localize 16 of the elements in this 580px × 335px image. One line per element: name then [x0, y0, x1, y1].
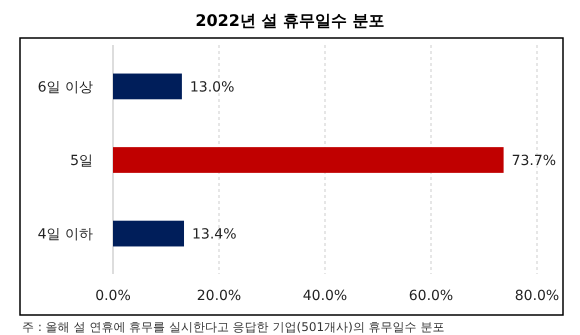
chart-title: 2022년 설 휴무일수 분포: [195, 11, 385, 30]
x-tick-label: 60.0%: [408, 288, 454, 304]
x-tick-label: 20.0%: [196, 288, 242, 304]
x-tick-label: 40.0%: [302, 288, 348, 304]
data-label: 13.4%: [192, 226, 237, 242]
y-tick-label: 4일 이하: [38, 226, 93, 242]
y-tick-label: 6일 이상: [38, 79, 93, 96]
text: 주 : 올해 설 연휴에 휴무를 실시한다고 응답한 기업(501개사)의 휴무일수 분포: [22, 320, 444, 334]
x-tick-label: 80.0%: [514, 288, 560, 304]
y-tick-label: 5일: [70, 152, 93, 169]
bar: [113, 74, 182, 100]
bar: [113, 220, 184, 246]
data-label: 73.7%: [512, 152, 556, 169]
data-label: 13.0%: [190, 79, 234, 96]
x-tick-label: 0.0%: [95, 288, 131, 304]
bar: [113, 147, 504, 173]
